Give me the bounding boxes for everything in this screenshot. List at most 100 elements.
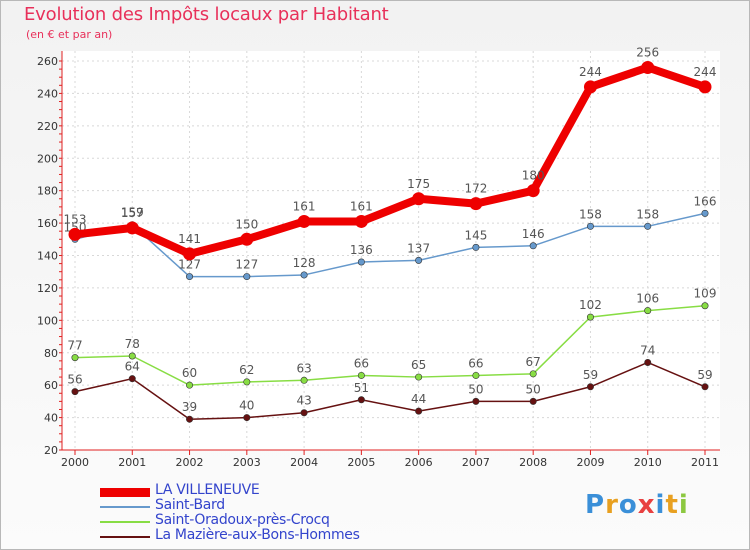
data-label-saint-bard: 145	[464, 228, 487, 242]
x-tick-label: 2001	[118, 456, 146, 469]
data-label-la-maziere-aux-bons-hommes: 56	[67, 373, 82, 387]
plot-area	[62, 51, 720, 450]
logo-letter: i	[678, 490, 689, 520]
data-point-la-maziere-aux-bons-hommes	[243, 414, 251, 422]
legend-swatch	[100, 521, 150, 523]
proxiti-logo: Proxiti	[585, 490, 689, 520]
series-line-la-villeneuve	[71, 63, 709, 258]
data-point-la-maziere-aux-bons-hommes	[586, 383, 594, 391]
data-label-saint-oradoux-pres-crocq: 60	[182, 366, 197, 380]
x-tick-label: 2008	[519, 456, 547, 469]
chart-subtitle: (en € et par an)	[26, 28, 113, 41]
data-label-saint-bard: 146	[522, 227, 545, 241]
data-point-la-villeneuve	[583, 80, 597, 94]
data-point-la-villeneuve	[297, 214, 311, 228]
data-point-la-maziere-aux-bons-hommes	[701, 383, 709, 391]
logo-letter: o	[618, 490, 638, 520]
logo-letter: P	[585, 490, 606, 520]
data-point-saint-bard	[472, 243, 480, 251]
data-point-saint-oradoux-pres-crocq	[472, 371, 480, 379]
data-point-la-villeneuve	[469, 197, 483, 211]
data-point-la-villeneuve	[412, 192, 426, 206]
data-label-saint-bard: 127	[178, 258, 201, 272]
data-point-la-maziere-aux-bons-hommes	[128, 375, 136, 383]
legend-label: Saint-Oradoux-près-Crocq	[155, 512, 330, 528]
data-label-la-maziere-aux-bons-hommes: 64	[125, 360, 140, 374]
data-point-saint-bard	[529, 242, 537, 250]
data-point-la-maziere-aux-bons-hommes	[71, 388, 79, 396]
y-tick-label: 220	[37, 120, 58, 133]
x-tick-label: 2000	[61, 456, 89, 469]
legend-swatch	[100, 536, 150, 538]
data-point-saint-bard	[300, 271, 308, 279]
data-label-saint-oradoux-pres-crocq: 77	[67, 339, 82, 353]
data-label-saint-bard: 127	[235, 258, 258, 272]
data-label-la-villeneuve: 244	[694, 65, 717, 79]
x-tick-label: 2002	[176, 456, 204, 469]
data-point-la-maziere-aux-bons-hommes	[529, 397, 537, 405]
data-label-la-maziere-aux-bons-hommes: 43	[296, 394, 311, 408]
data-point-saint-oradoux-pres-crocq	[186, 381, 194, 389]
y-tick-label: 260	[37, 55, 58, 68]
data-label-la-villeneuve: 244	[579, 65, 602, 79]
x-tick-label: 2007	[462, 456, 490, 469]
logo-letter: r	[605, 490, 619, 520]
data-label-saint-bard: 166	[694, 194, 717, 208]
data-label-la-maziere-aux-bons-hommes: 50	[468, 382, 483, 396]
data-point-saint-oradoux-pres-crocq	[586, 313, 594, 321]
data-label-saint-oradoux-pres-crocq: 67	[526, 355, 541, 369]
legend-swatch	[100, 506, 150, 508]
data-label-la-maziere-aux-bons-hommes: 74	[640, 343, 655, 357]
data-label-saint-bard: 128	[293, 256, 316, 270]
logo-letter: x	[637, 490, 656, 520]
y-tick-label: 140	[37, 250, 58, 263]
data-label-la-maziere-aux-bons-hommes: 39	[182, 400, 197, 414]
data-label-saint-oradoux-pres-crocq: 66	[354, 356, 369, 370]
data-point-la-maziere-aux-bons-hommes	[644, 358, 652, 366]
data-label-saint-oradoux-pres-crocq: 109	[694, 287, 717, 301]
chart-title: Evolution des Impôts locaux par Habitant	[24, 4, 389, 25]
data-label-la-maziere-aux-bons-hommes: 59	[583, 368, 598, 382]
y-tick-label: 80	[44, 347, 58, 360]
data-label-saint-bard: 136	[350, 243, 373, 257]
y-tick-label: 160	[37, 217, 58, 230]
data-point-saint-oradoux-pres-crocq	[701, 302, 709, 310]
y-tick-label: 40	[44, 412, 58, 425]
data-point-saint-bard	[357, 258, 365, 266]
data-point-la-villeneuve	[526, 184, 540, 198]
data-point-saint-bard	[701, 209, 709, 217]
data-label-saint-bard: 158	[579, 207, 602, 221]
logo-letter: i	[655, 490, 666, 520]
data-label-la-villeneuve: 180	[522, 169, 545, 183]
data-point-saint-oradoux-pres-crocq	[71, 354, 79, 362]
data-point-saint-oradoux-pres-crocq	[529, 370, 537, 378]
x-tick-label: 2003	[233, 456, 261, 469]
y-tick-label: 20	[44, 444, 58, 457]
legend-swatch	[100, 487, 150, 497]
series-line-saint-bard	[74, 212, 706, 278]
data-point-la-villeneuve	[125, 221, 139, 235]
data-point-saint-oradoux-pres-crocq	[243, 378, 251, 386]
data-point-la-villeneuve	[183, 247, 197, 261]
y-tick-label: 180	[37, 185, 58, 198]
data-point-saint-bard	[586, 222, 594, 230]
data-label-saint-oradoux-pres-crocq: 63	[296, 361, 311, 375]
y-tick-label: 200	[37, 152, 58, 165]
x-tick-label: 2011	[691, 456, 719, 469]
legend-label: LA VILLENEUVE	[155, 482, 260, 498]
data-label-la-villeneuve: 150	[235, 217, 258, 231]
series-line-saint-oradoux-pres-crocq	[74, 304, 706, 386]
data-label-la-villeneuve: 161	[293, 199, 316, 213]
data-label-la-maziere-aux-bons-hommes: 40	[239, 399, 254, 413]
x-tick-label: 2009	[576, 456, 604, 469]
data-point-saint-oradoux-pres-crocq	[415, 373, 423, 381]
legend-label: Saint-Bard	[155, 497, 225, 513]
data-point-la-maziere-aux-bons-hommes	[300, 409, 308, 417]
data-point-la-villeneuve	[240, 232, 254, 246]
y-tick-label: 60	[44, 379, 58, 392]
y-tick-label: 120	[37, 282, 58, 295]
data-label-la-maziere-aux-bons-hommes: 50	[526, 382, 541, 396]
data-point-la-villeneuve	[354, 214, 368, 228]
data-label-la-villeneuve: 256	[636, 45, 659, 59]
